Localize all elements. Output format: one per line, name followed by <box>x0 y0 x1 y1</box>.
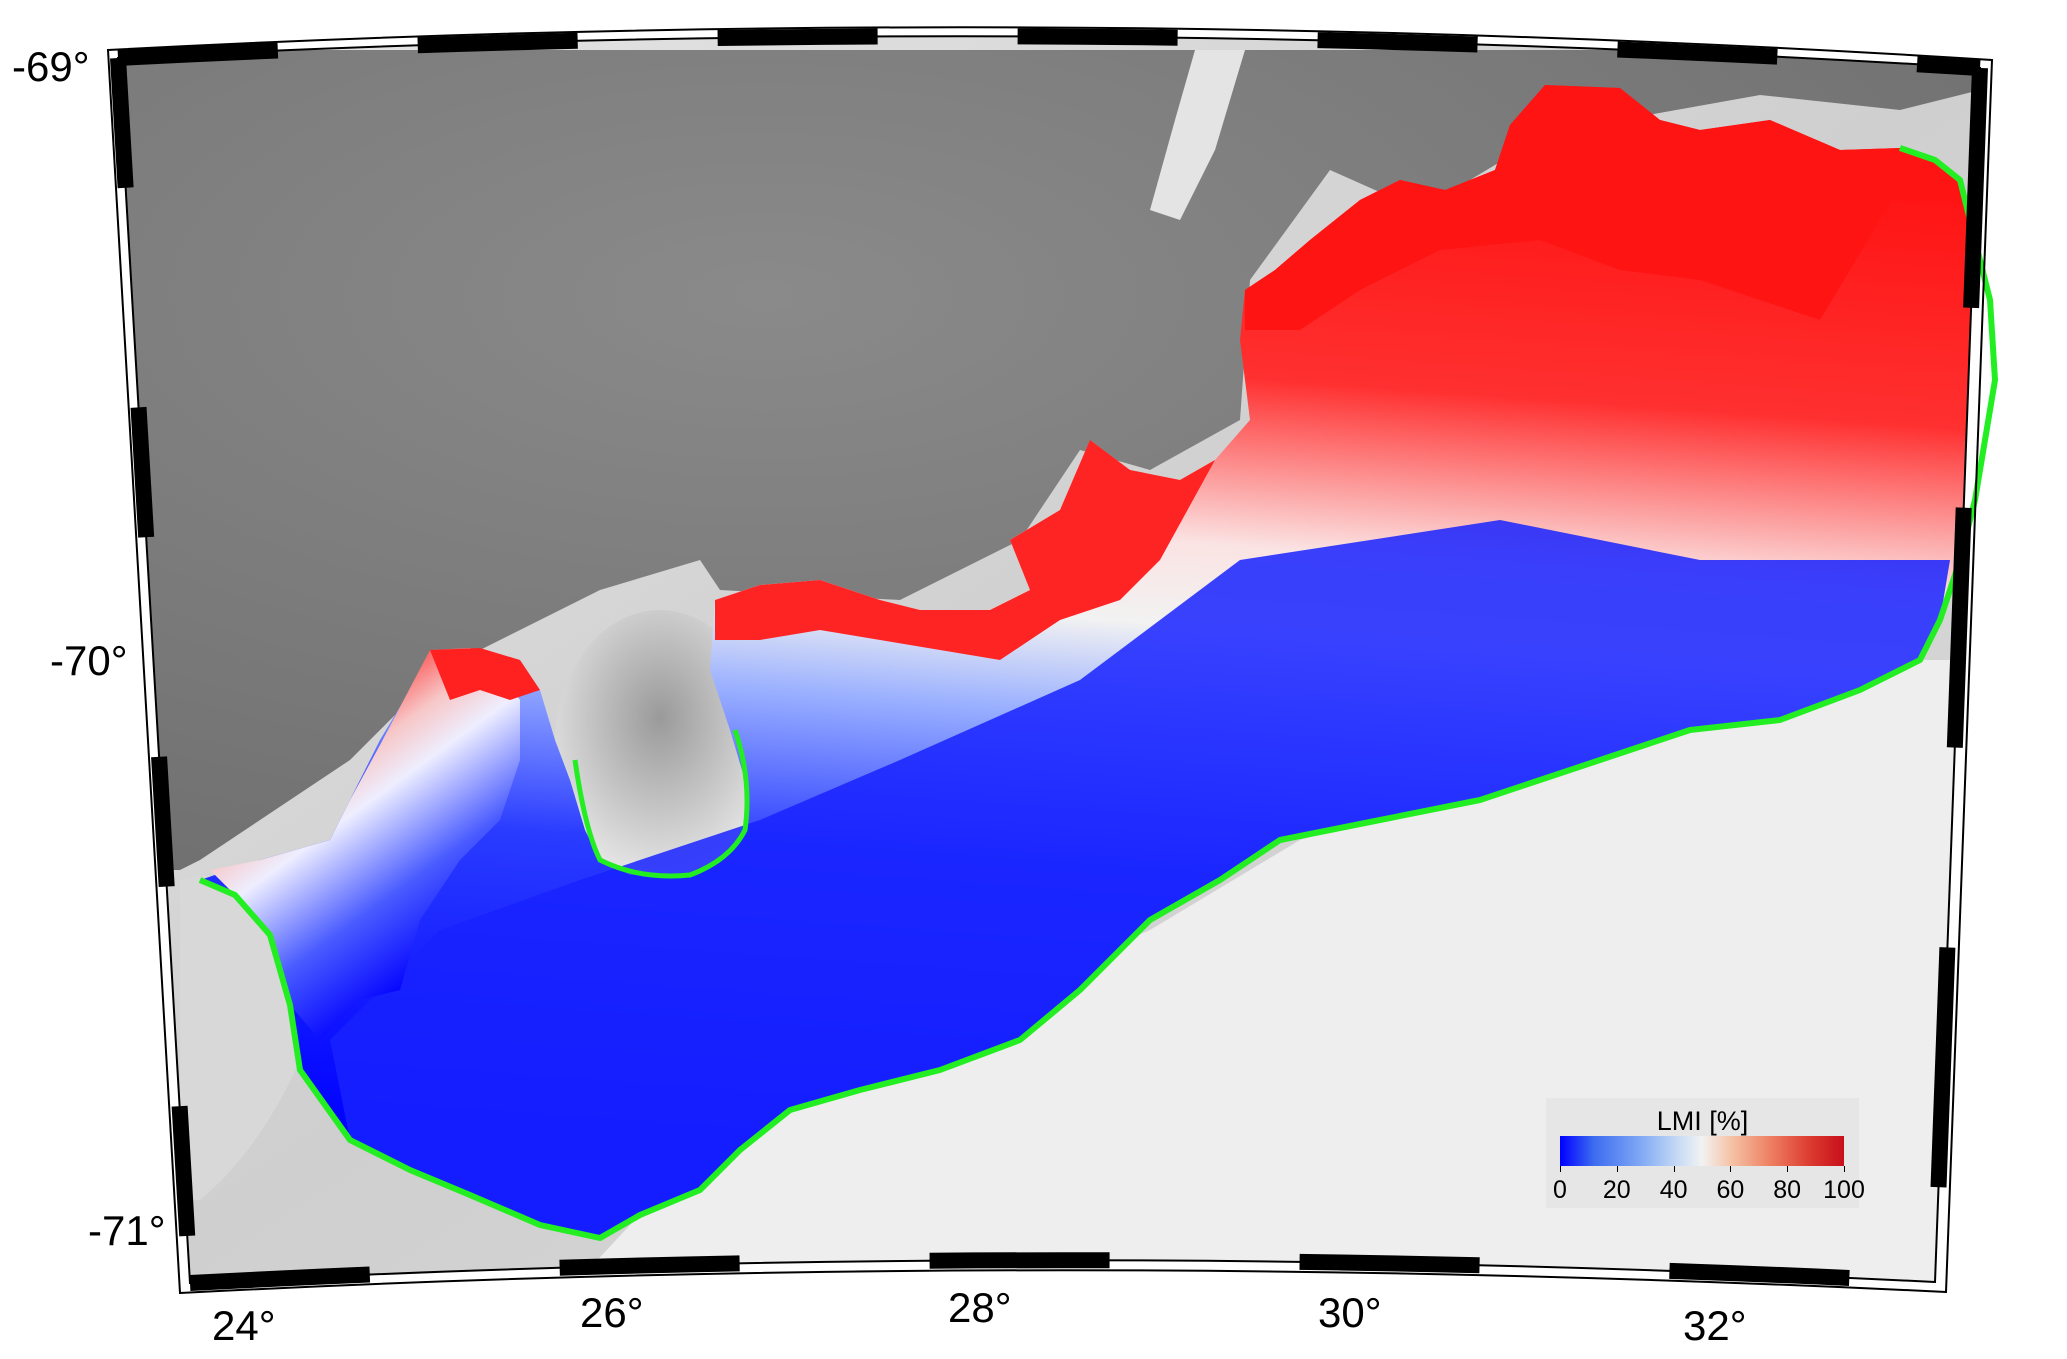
grounding-line-ice-rise <box>572 729 750 879</box>
lat-label-71: -71° <box>88 1207 166 1254</box>
legend-tick <box>1844 1166 1845 1172</box>
lmi-high-fringe-mid <box>715 440 1215 660</box>
legend-tick-marks <box>1560 1166 1845 1172</box>
legend-tick-label: 40 <box>1659 1176 1688 1204</box>
lmi-low-zone <box>330 520 1950 1238</box>
map-frame <box>106 26 1994 1295</box>
lon-label-32: 32° <box>1683 1302 1747 1349</box>
lat-label-69: -69° <box>12 43 90 90</box>
legend-tick <box>1616 1166 1618 1172</box>
lmi-high-fringe-west <box>430 648 540 700</box>
legend-tick-label: 60 <box>1716 1176 1745 1204</box>
legend-colorbar <box>1560 1136 1844 1166</box>
legend-tick <box>1787 1166 1789 1172</box>
legend-tick <box>1560 1166 1561 1172</box>
glacier-streak <box>1150 50 1245 220</box>
lmi-field-west <box>210 648 520 1040</box>
legend-title: LMI [%] <box>1656 1106 1749 1136</box>
lon-label-28: 28° <box>948 1284 1012 1331</box>
legend-tick-label: 80 <box>1773 1176 1802 1204</box>
lon-label-30: 30° <box>1318 1289 1382 1336</box>
lat-label-70: -70° <box>50 637 128 684</box>
legend-tick-label: 20 <box>1602 1176 1631 1204</box>
lon-label-26: 26° <box>580 1289 644 1336</box>
legend-tick <box>1673 1166 1675 1172</box>
legend-tick-label: 100 <box>1823 1176 1865 1204</box>
lmi-legend: LMI [%] 0 20 40 60 80 100 <box>1546 1098 1865 1208</box>
legend-tick <box>1730 1166 1732 1172</box>
legend-tick-label: 0 <box>1553 1176 1567 1204</box>
lon-label-24: 24° <box>212 1302 276 1349</box>
lmi-high-fringe <box>1245 85 1915 330</box>
ice-sheet-region <box>118 50 1980 870</box>
